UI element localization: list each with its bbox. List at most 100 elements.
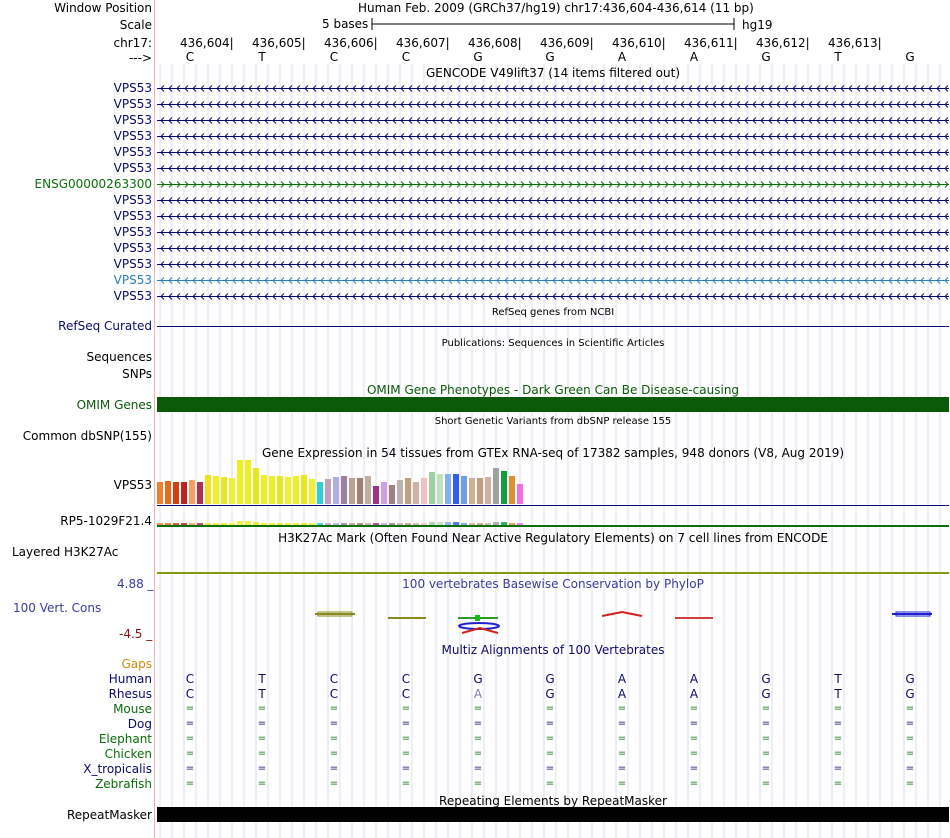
gtex-tissue-bar[interactable] <box>357 478 363 504</box>
gtex-tissue-bar-small[interactable] <box>461 523 467 525</box>
gencode-item-label[interactable]: VPS53 <box>113 129 152 143</box>
gtex-tissue-bar[interactable] <box>461 476 467 504</box>
gencode-transcript-line[interactable] <box>157 244 949 253</box>
gencode-transcript-line[interactable] <box>157 164 949 173</box>
gencode-transcript-line[interactable] <box>157 196 949 205</box>
gencode-transcript-line[interactable] <box>157 84 949 93</box>
gtex-tissue-bar[interactable] <box>349 478 355 504</box>
gtex-tissue-bar[interactable] <box>293 476 299 504</box>
gtex-tissue-bar[interactable] <box>189 480 195 504</box>
gtex-tissue-bar[interactable] <box>453 474 459 504</box>
gtex-tissue-bar-small[interactable] <box>357 523 363 525</box>
gencode-transcript-line[interactable] <box>157 276 949 285</box>
species-label[interactable]: Elephant <box>98 732 152 746</box>
gtex-tissue-bar-small[interactable] <box>469 523 475 525</box>
species-label[interactable]: Mouse <box>113 702 152 716</box>
gtex-tissue-bar[interactable] <box>165 481 171 504</box>
gtex-tissue-bar-small[interactable] <box>173 523 179 525</box>
gtex-tissue-bar-small[interactable] <box>221 523 227 525</box>
gtex-tissue-bar[interactable] <box>237 460 243 504</box>
gencode-item-label[interactable]: VPS53 <box>113 193 152 207</box>
gtex-tissue-bar-small[interactable] <box>453 522 459 525</box>
gtex-tissue-bar[interactable] <box>261 475 267 504</box>
gtex-tissue-bar[interactable] <box>157 482 163 504</box>
gtex-tissue-bar[interactable] <box>421 478 427 504</box>
gtex-tissue-bar-small[interactable] <box>301 523 307 525</box>
gtex-tissue-bar-small[interactable] <box>501 522 507 525</box>
gtex-tissue-bar-small[interactable] <box>205 523 211 525</box>
gtex-tissue-bar[interactable] <box>485 477 491 504</box>
gtex-tissue-bar-small[interactable] <box>189 523 195 525</box>
gtex-tissue-bar-small[interactable] <box>325 523 331 525</box>
species-label[interactable]: Chicken <box>104 747 152 761</box>
gtex-tissue-bar[interactable] <box>197 482 203 504</box>
gencode-transcript-line[interactable] <box>157 100 949 109</box>
gtex-tissue-bar[interactable] <box>501 471 507 504</box>
gtex-tissue-bar-small[interactable] <box>165 523 171 525</box>
gtex-tissue-bar[interactable] <box>205 475 211 504</box>
gtex-tissue-bar-small[interactable] <box>333 523 339 525</box>
gencode-item-label[interactable]: VPS53 <box>113 97 152 111</box>
gtex-tissue-bar-small[interactable] <box>341 523 347 525</box>
gencode-item-label[interactable]: VPS53 <box>113 273 152 287</box>
gtex-tissue-bar[interactable] <box>445 474 451 504</box>
gtex-tissue-bar-small[interactable] <box>253 522 259 525</box>
gtex-tissue-bar[interactable] <box>181 482 187 504</box>
gtex-tissue-bar-small[interactable] <box>213 523 219 525</box>
gencode-transcript-line[interactable] <box>157 212 949 221</box>
snps-track-label[interactable]: SNPs <box>122 367 152 381</box>
gencode-item-label[interactable]: VPS53 <box>113 113 152 127</box>
gtex-tissue-bar-small[interactable] <box>437 522 443 525</box>
gtex-tissue-bar-small[interactable] <box>397 523 403 525</box>
gencode-transcript-line[interactable] <box>157 132 949 141</box>
gtex-gene-label-2[interactable]: RP5-1029F21.4 <box>60 514 152 528</box>
h3k27ac-track-label[interactable]: Layered H3K27Ac <box>12 545 119 559</box>
gtex-tissue-bar[interactable] <box>333 477 339 504</box>
gencode-item-label[interactable]: VPS53 <box>113 289 152 303</box>
omim-track-label[interactable]: OMIM Genes <box>76 398 152 412</box>
gtex-tissue-bar-small[interactable] <box>421 523 427 525</box>
gtex-tissue-bar[interactable] <box>245 460 251 504</box>
gencode-item-label[interactable]: VPS53 <box>113 225 152 239</box>
gtex-tissue-bar[interactable] <box>413 482 419 504</box>
gtex-tissue-bar-small[interactable] <box>413 523 419 525</box>
gencode-transcript-line[interactable] <box>157 228 949 237</box>
gtex-tissue-bar[interactable] <box>429 472 435 504</box>
gtex-tissue-bar[interactable] <box>389 485 395 504</box>
gtex-tissue-bar[interactable] <box>477 478 483 504</box>
gtex-tissue-bar-small[interactable] <box>493 522 499 525</box>
gtex-tissue-bar[interactable] <box>381 482 387 504</box>
gtex-tissue-bar[interactable] <box>373 486 379 504</box>
omim-feature-bar[interactable] <box>157 397 949 412</box>
gencode-item-label[interactable]: VPS53 <box>113 209 152 223</box>
gencode-item-label[interactable]: VPS53 <box>113 257 152 271</box>
gtex-tissue-bar[interactable] <box>277 476 283 504</box>
repeatmasker-track-label[interactable]: RepeatMasker <box>66 808 152 822</box>
dbsnp-track-label[interactable]: Common dbSNP(155) <box>22 429 152 443</box>
species-label[interactable]: Zebrafish <box>95 777 152 791</box>
gtex-tissue-bar[interactable] <box>317 482 323 504</box>
species-label[interactable]: Human <box>108 672 152 686</box>
gtex-tissue-bar-small[interactable] <box>269 523 275 525</box>
gtex-tissue-bar[interactable] <box>213 476 219 504</box>
gtex-tissue-bar-small[interactable] <box>285 523 291 525</box>
gencode-transcript-line[interactable] <box>157 260 949 269</box>
gtex-tissue-bar-small[interactable] <box>293 523 299 525</box>
gtex-tissue-bar-small[interactable] <box>365 523 371 525</box>
gtex-tissue-bar[interactable] <box>365 476 371 504</box>
species-label[interactable]: Rhesus <box>108 687 152 701</box>
gtex-tissue-bar-small[interactable] <box>237 521 243 525</box>
gtex-tissue-bar-small[interactable] <box>405 523 411 525</box>
species-label[interactable]: X_tropicalis <box>83 762 152 776</box>
gtex-tissue-bar[interactable] <box>509 476 515 504</box>
gtex-tissue-bar-small[interactable] <box>181 523 187 525</box>
gtex-tissue-bar-small[interactable] <box>517 523 523 525</box>
gtex-tissue-bar-small[interactable] <box>261 523 267 525</box>
gtex-tissue-bar-small[interactable] <box>229 523 235 525</box>
gtex-tissue-bar[interactable] <box>405 478 411 504</box>
gtex-tissue-bar-small[interactable] <box>389 523 395 525</box>
phylop-track-label[interactable]: 100 Vert. Cons <box>13 601 102 615</box>
gencode-transcript-line[interactable] <box>157 148 949 157</box>
species-label[interactable]: Dog <box>127 717 152 731</box>
gtex-tissue-bar-small[interactable] <box>349 523 355 525</box>
